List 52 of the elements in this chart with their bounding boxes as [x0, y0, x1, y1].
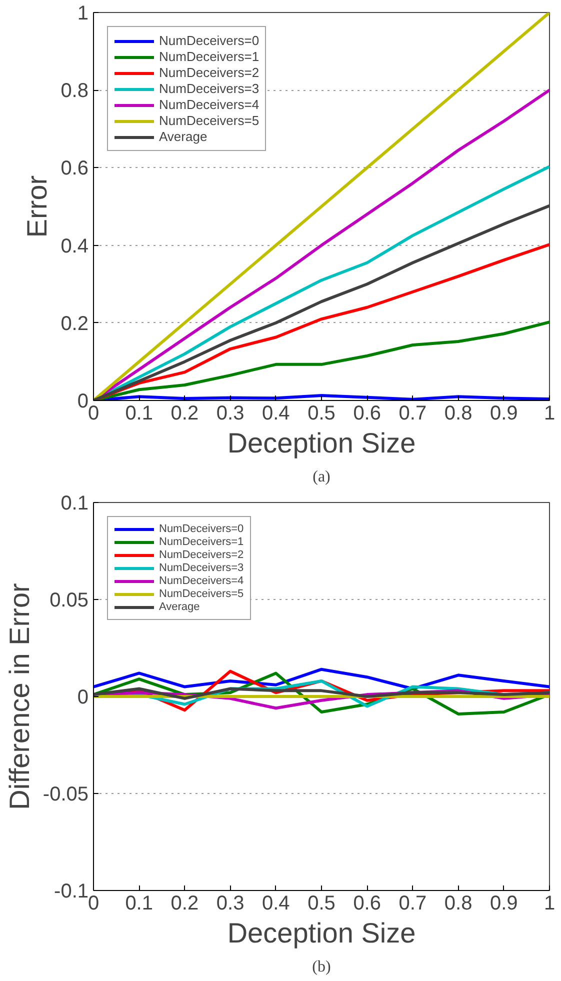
legend-label: NumDeceivers=3 [159, 81, 260, 96]
x-tick-label: 0.9 [490, 402, 518, 424]
y-axis-title: Difference in Error [4, 583, 35, 810]
legend-label: NumDeceivers=4 [159, 97, 260, 112]
legend-label: NumDeceivers=5 [159, 113, 260, 128]
line-series [94, 668, 550, 690]
y-tick-label: 0.05 [50, 590, 89, 612]
legend-label: NumDeceivers=2 [159, 549, 244, 561]
x-axis-title: Deception Size [227, 918, 416, 948]
x-tick-label: 0.7 [398, 892, 427, 914]
text: (a) [312, 468, 330, 486]
x-tick-label: 0.5 [308, 402, 336, 424]
legend-label: NumDeceivers=5 [159, 588, 244, 600]
legend-label: NumDeceivers=4 [159, 575, 244, 587]
x-tick-label: 0.1 [125, 892, 154, 914]
x-tick-label: 0.3 [216, 402, 244, 424]
y-tick-label: -0.05 [42, 784, 89, 806]
y-tick-label: 0.4 [60, 235, 89, 258]
legend-label: NumDeceivers=1 [159, 49, 260, 64]
y-axis-title: Error [22, 175, 53, 238]
legend-label: NumDeceivers=1 [159, 536, 244, 548]
y-tick-label: 0.1 [60, 492, 89, 514]
legend-label: NumDeceivers=3 [159, 562, 244, 574]
legend-label: NumDeceivers=0 [159, 523, 244, 535]
x-tick-label: 0.4 [262, 402, 290, 424]
x-tick-label: 0.6 [353, 402, 382, 424]
x-tick-label: 0.3 [216, 892, 244, 914]
x-tick-label: 0.8 [444, 892, 472, 914]
x-tick-label: 1 [544, 892, 556, 914]
x-tick-label: 0.7 [398, 402, 427, 424]
x-tick-label: 1 [544, 402, 556, 424]
line-series [94, 12, 550, 400]
legend-label: Average [159, 601, 200, 613]
x-tick-label: 0.1 [125, 402, 154, 424]
x-tick-label: 0.4 [262, 892, 290, 914]
y-tick-label: 0 [77, 686, 88, 708]
legend-label: Average [159, 129, 208, 144]
x-tick-label: 0.2 [170, 892, 199, 914]
y-tick-label: 0.6 [60, 158, 89, 180]
y-tick-label: 0.8 [60, 80, 89, 102]
x-axis-title: Deception Size [227, 428, 416, 458]
x-tick-label: 0.6 [353, 892, 382, 914]
y-tick-label: -0.1 [54, 880, 89, 902]
x-tick-label: 0.9 [490, 892, 518, 914]
legend-label: NumDeceivers=0 [159, 33, 260, 48]
x-tick-label: 0.5 [308, 892, 336, 914]
text: (b) [312, 958, 331, 976]
x-tick-label: 0.2 [170, 402, 199, 424]
y-tick-label: 1 [77, 2, 88, 24]
y-tick-label: 0.2 [60, 312, 89, 335]
x-tick-label: 0.8 [444, 402, 472, 424]
legend-label: NumDeceivers=2 [159, 65, 260, 80]
